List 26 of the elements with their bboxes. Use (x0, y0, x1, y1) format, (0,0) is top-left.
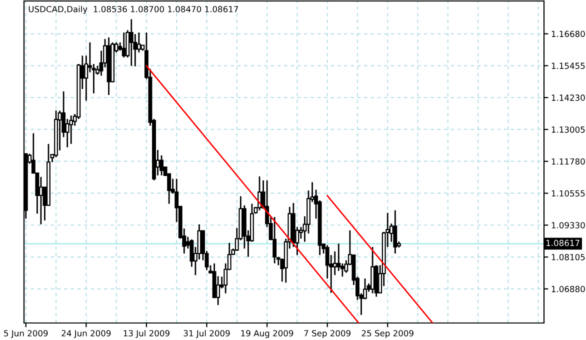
x-tick-label: 5 Jun 2009 (4, 330, 48, 338)
x-tick-label: 13 Jul 2009 (124, 330, 170, 338)
candlestick (129, 18, 134, 67)
x-tick-label: 19 Aug 2009 (241, 330, 294, 338)
y-tick-label: 1.16680 (552, 30, 585, 38)
candlestick (272, 216, 277, 264)
x-tick-label: 7 Sep 2009 (304, 330, 351, 338)
candlestick (69, 114, 74, 145)
x-tick-label: 25 Sep 2009 (362, 330, 414, 338)
y-tick-label: 1.11780 (552, 158, 585, 165)
y-tick-label: 1.09330 (552, 222, 585, 228)
candlestick (393, 210, 398, 254)
text: USDCAD,Daily 1.08536 1.08700 1.08470 1.08617 (28, 6, 238, 14)
y-tick-label: 1.06880 (552, 286, 585, 292)
ref-line-label: 1.08617 (546, 240, 580, 246)
x-tick-label: 24 Jun 2009 (62, 330, 111, 338)
y-tick-label: 1.13005 (552, 126, 585, 133)
y-tick-label: 1.14230 (552, 94, 585, 101)
candlestick (216, 275, 220, 306)
candlestick (136, 32, 141, 54)
y-tick-label: 1.15455 (552, 62, 585, 69)
y-tick-label: 1.10555 (552, 190, 585, 197)
candlestick (38, 176, 43, 226)
y-tick-label: 1.08105 (552, 254, 585, 260)
candlestick (370, 246, 375, 294)
x-tick-label: 31 Jul 2009 (184, 330, 230, 338)
